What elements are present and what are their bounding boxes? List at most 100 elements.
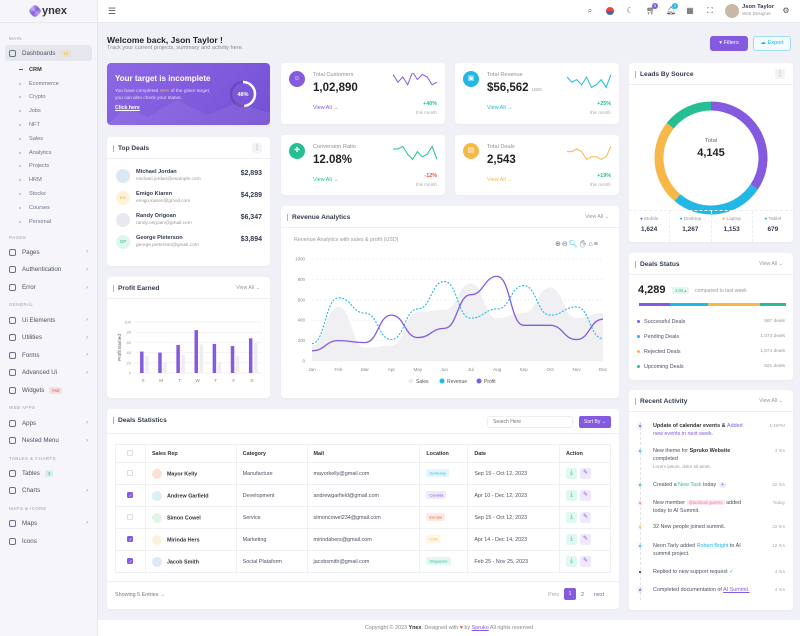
activity-highlight[interactable]: AI Summit. bbox=[723, 587, 750, 593]
sidebar-item-widgets[interactable]: Widgets Hot bbox=[5, 382, 92, 400]
x-tick-label: T bbox=[178, 378, 181, 383]
sidebar-item-utilities[interactable]: Utilities › bbox=[5, 329, 92, 347]
zoom-in-icon[interactable]: ⊕ bbox=[555, 241, 562, 248]
row-checkbox[interactable]: ✓ bbox=[127, 536, 134, 542]
bell-icon[interactable]: 🔔︎ 3 bbox=[666, 3, 678, 15]
sidebar-item-error[interactable]: Error › bbox=[5, 279, 92, 297]
view-all-link[interactable]: View All → bbox=[313, 177, 339, 183]
more-options-icon[interactable]: ⋮ bbox=[775, 69, 785, 79]
activity-highlight[interactable]: New Task bbox=[678, 482, 702, 488]
top-deal-item[interactable]: Michael Jordan michael.jordan@example.com… bbox=[107, 167, 270, 187]
sidebar-item-charts[interactable]: Charts › bbox=[5, 482, 92, 500]
sidebar-item-ui-elements[interactable]: Ui Elements › bbox=[5, 311, 92, 329]
sidebar-item-pages[interactable]: Pages › bbox=[5, 244, 92, 262]
sidebar-item-nested-menu[interactable]: Nested Menu › bbox=[5, 432, 92, 450]
logo[interactable]: ynex bbox=[0, 0, 97, 23]
sidebar-subitem-sales[interactable]: Sales bbox=[5, 132, 92, 146]
view-all-link[interactable]: View All → bbox=[313, 105, 339, 111]
top-deal-item[interactable]: EK Emigo Kiaren emigo.kiaren@gmail.com $4,2… bbox=[107, 189, 270, 209]
apps-grid-icon[interactable]: ▦ bbox=[686, 6, 694, 15]
moon-icon[interactable]: ☾ bbox=[626, 6, 634, 15]
sidebar-item-apps[interactable]: Apps › bbox=[5, 414, 92, 432]
export-button[interactable]: ☁ Export bbox=[753, 36, 791, 51]
download-icon[interactable]: ⤓ bbox=[566, 534, 578, 545]
sidebar-item-forms[interactable]: Forms › bbox=[5, 347, 92, 365]
sidebar-subitem-projects[interactable]: Projects bbox=[5, 160, 92, 174]
more-options-icon[interactable]: ⋮ bbox=[252, 143, 262, 153]
sidebar-subitem-crm[interactable]: CRM bbox=[5, 63, 92, 77]
settings-gear-icon[interactable]: ⚙ bbox=[782, 6, 790, 15]
edit-pencil-icon[interactable]: ✎ bbox=[580, 512, 592, 523]
view-all-link[interactable]: View All → bbox=[487, 177, 513, 183]
edit-pencil-icon[interactable]: ✎ bbox=[580, 468, 592, 479]
bullet-icon bbox=[19, 110, 21, 113]
view-all-dropdown[interactable]: View All ⌄ bbox=[236, 285, 260, 291]
view-all-dropdown[interactable]: View All ⌄ bbox=[585, 214, 609, 220]
sidebar-subitem-nft[interactable]: NFT bbox=[5, 118, 92, 132]
download-icon[interactable]: ⤓ bbox=[566, 490, 578, 501]
search-input[interactable] bbox=[487, 416, 573, 428]
cart-icon[interactable]: 🛒︎ 5 bbox=[646, 3, 658, 15]
user-name[interactable]: Json Taylor bbox=[742, 4, 775, 10]
sidebar-item-tables[interactable]: Tables 3 bbox=[5, 465, 92, 483]
flag-us-icon[interactable] bbox=[606, 7, 614, 15]
row-checkbox[interactable]: ✓ bbox=[127, 492, 134, 498]
sidebar-subitem-hrm[interactable]: HRM bbox=[5, 173, 92, 187]
next-page-button[interactable]: next bbox=[594, 592, 605, 598]
sidebar-item-authentication[interactable]: Authentication › bbox=[5, 261, 92, 279]
top-deal-item[interactable]: Randy Origoan randy.origoan@gmail.com $6,3… bbox=[107, 211, 270, 231]
bar bbox=[217, 362, 222, 373]
page-1-button[interactable]: 1 bbox=[564, 588, 576, 600]
sidebar-subitem-stocks[interactable]: Stocks bbox=[5, 187, 92, 201]
edit-pencil-icon[interactable]: ✎ bbox=[580, 534, 592, 545]
edit-pencil-icon[interactable]: ✎ bbox=[580, 490, 592, 501]
target-card: Your target is incomplete You have compl… bbox=[107, 63, 270, 125]
prev-page-button[interactable]: Prev bbox=[548, 592, 560, 598]
zoom-select-icon[interactable]: 🔍︎ bbox=[568, 241, 579, 248]
click-here-link[interactable]: Click here bbox=[115, 105, 140, 111]
revenue-analytics-card: Revenue Analytics View All ⌄ Revenue Anal… bbox=[281, 206, 619, 398]
page-2-button[interactable]: 2 bbox=[581, 592, 584, 598]
reset-home-icon[interactable]: ⌂ bbox=[588, 241, 594, 248]
sidebar-item-dashboards[interactable]: Dashboards 12 bbox=[5, 45, 92, 61]
sidebar-subitem-ecommerce[interactable]: Ecommerce bbox=[5, 77, 92, 91]
row-checkbox[interactable] bbox=[127, 513, 134, 520]
fullscreen-icon[interactable]: ⛶ bbox=[707, 6, 713, 15]
table-row: ✓ Andrew Garfield Development andrewgarfiel… bbox=[115, 484, 611, 507]
timeline-line bbox=[640, 422, 641, 600]
sidebar-subitem-courses[interactable]: Courses bbox=[5, 201, 92, 215]
chart-menu-icon[interactable]: ≡ bbox=[593, 241, 599, 248]
download-icon[interactable]: ⤓ bbox=[566, 512, 578, 523]
filters-button[interactable]: ▾ Filters bbox=[710, 36, 748, 51]
sidebar-item-advanced-ui[interactable]: Advanced Ui › bbox=[5, 364, 92, 382]
select-all-checkbox[interactable] bbox=[127, 449, 134, 456]
view-all-dropdown[interactable]: View All ⌄ bbox=[759, 261, 783, 267]
activity-highlight[interactable]: Robert Bright bbox=[696, 543, 729, 549]
view-all-dropdown[interactable]: View All ⌄ bbox=[759, 398, 783, 404]
sort-by-button[interactable]: Sort By ⌄ bbox=[579, 416, 611, 428]
zoom-out-icon[interactable]: ⊖ bbox=[561, 241, 569, 248]
download-icon[interactable]: ⤓ bbox=[566, 556, 578, 567]
top-deal-item[interactable]: GP George Pieterson george.pieterson@gmail… bbox=[107, 233, 270, 253]
row-checkbox[interactable] bbox=[127, 469, 134, 476]
user-avatar[interactable] bbox=[725, 4, 739, 18]
sidebar-subitem-analytics[interactable]: Analytics bbox=[5, 146, 92, 160]
pan-hand-icon[interactable]: ✋︎ bbox=[578, 241, 589, 248]
legend-label: Sales bbox=[416, 379, 429, 385]
menu-toggle-icon[interactable]: ☰ bbox=[108, 6, 117, 16]
spruko-link[interactable]: Spruko bbox=[471, 625, 489, 631]
download-icon[interactable]: ⤓ bbox=[566, 468, 578, 479]
row-checkbox[interactable]: ✓ bbox=[127, 558, 134, 564]
sidebar-item-icons[interactable]: Icons bbox=[5, 532, 92, 550]
sidebar-item-maps[interactable]: Maps › bbox=[5, 515, 92, 533]
y-tick-label: 60 bbox=[127, 340, 132, 345]
view-all-link[interactable]: View All → bbox=[487, 105, 513, 111]
search-icon[interactable]: ⌕ bbox=[587, 6, 593, 15]
sidebar-subitem-jobs[interactable]: Jobs bbox=[5, 104, 92, 118]
timeline-dot-icon bbox=[637, 524, 643, 530]
deal-status-row: Rejected Deals 1,674 deals bbox=[637, 349, 785, 355]
edit-pencil-icon[interactable]: ✎ bbox=[580, 556, 592, 567]
category-cell: Marketing bbox=[235, 528, 308, 551]
sidebar-subitem-crypto[interactable]: Crypto bbox=[5, 91, 92, 105]
sidebar-subitem-personal[interactable]: Personal bbox=[5, 215, 92, 229]
